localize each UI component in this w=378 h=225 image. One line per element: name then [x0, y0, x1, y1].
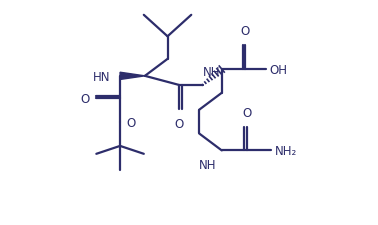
Text: NH₂: NH₂	[275, 144, 297, 157]
Text: NH: NH	[203, 65, 220, 78]
Text: HN: HN	[93, 70, 110, 83]
Text: OH: OH	[269, 63, 287, 76]
Text: O: O	[80, 92, 90, 106]
Text: O: O	[242, 106, 251, 119]
Text: O: O	[241, 25, 250, 38]
Text: NH: NH	[198, 159, 216, 172]
Text: O: O	[126, 116, 135, 129]
Polygon shape	[120, 73, 145, 80]
Text: O: O	[174, 117, 183, 130]
